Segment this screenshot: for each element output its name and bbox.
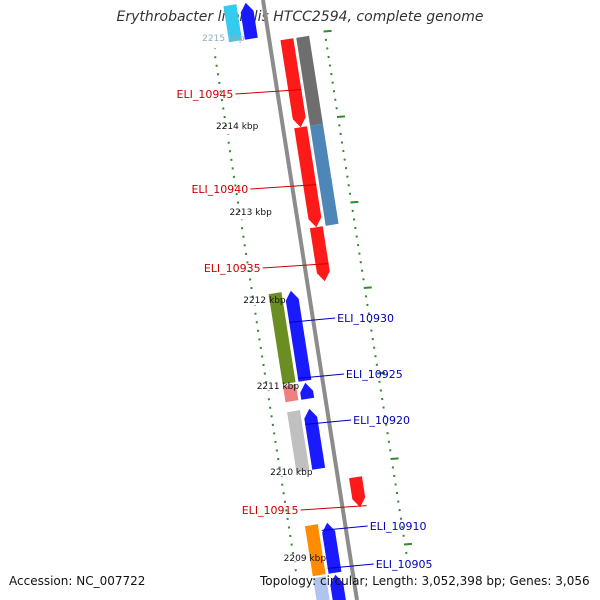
gene-arrow-ELI_10935[interactable]	[309, 226, 330, 282]
major-tick	[350, 200, 359, 204]
gene-arrow-ELI_10940[interactable]	[294, 126, 322, 228]
gene-label-ELI_10910[interactable]: ELI_10910	[370, 520, 427, 533]
genome-backbone	[261, 0, 359, 600]
gene-arrow-ELI_10915[interactable]	[349, 476, 366, 508]
gene-arrow-top[interactable]	[240, 2, 258, 40]
scale-label: 2210 kbp	[270, 468, 313, 478]
label-leader	[300, 505, 367, 511]
label-leader	[250, 184, 317, 190]
gene-label-ELI_10945[interactable]: ELI_10945	[177, 88, 234, 101]
label-leader	[262, 263, 329, 269]
label-leader	[327, 563, 374, 569]
gene-label-ELI_10925[interactable]: ELI_10925	[346, 368, 403, 381]
gene-label-ELI_10915[interactable]: ELI_10915	[242, 504, 299, 517]
scale-label: 2209 kbp	[284, 554, 327, 564]
label-leader	[321, 525, 368, 531]
major-tick	[323, 29, 332, 33]
major-tick	[377, 371, 386, 375]
cog-band-ELI_10925[interactable]	[283, 384, 299, 403]
label-leader	[235, 89, 302, 95]
cog-band-top[interactable]	[223, 4, 242, 43]
cog-band-ELI_10905[interactable]	[313, 576, 330, 600]
scale-label: 2211 kbp	[257, 382, 300, 392]
label-leader	[289, 317, 336, 323]
gene-label-ELI_10940[interactable]: ELI_10940	[191, 183, 248, 196]
gene-arrow-ELI_10905[interactable]	[330, 574, 346, 600]
gene-arrow-ELI_10945[interactable]	[280, 38, 306, 128]
cog-band-ELI_10910[interactable]	[304, 524, 326, 577]
scale-label: 2214 kbp	[216, 122, 259, 132]
gene-label-ELI_10930[interactable]: ELI_10930	[337, 312, 394, 325]
gene-arrow-ELI_10925[interactable]	[300, 382, 315, 400]
scale-label: 2215 kbp	[202, 34, 245, 44]
gene-labels: ELI_10945 ELI_10940 ELI_10935 ELI_10930 ELI_…	[177, 88, 433, 571]
cog-band-ELI_10940[interactable]	[310, 123, 339, 226]
gene-label-ELI_10905[interactable]: ELI_10905	[376, 558, 433, 571]
major-tick	[390, 457, 399, 460]
topology-label: Topology: circular; Length: 3,052,398 bp…	[260, 574, 590, 588]
major-tick	[336, 115, 346, 118]
label-leader	[297, 373, 344, 379]
major-tick	[363, 286, 372, 289]
label-leader	[305, 419, 352, 425]
cog-band-ELI_10930[interactable]	[268, 292, 296, 385]
outer-tick-track	[213, 48, 297, 572]
accession-label: Accession: NC_007722	[9, 574, 146, 588]
gene-arrow-ELI_10910[interactable]	[322, 522, 342, 574]
gene-arrow-ELI_10930[interactable]	[285, 290, 312, 382]
inner-tick-track	[323, 29, 413, 555]
scale-label: 2213 kbp	[229, 208, 272, 218]
major-tick	[403, 542, 413, 546]
cog-band-ELI_10920[interactable]	[287, 410, 310, 473]
scale-label: 2212 kbp	[243, 296, 286, 306]
gene-label-ELI_10935[interactable]: ELI_10935	[204, 262, 261, 275]
cog-band-ELI_10945[interactable]	[296, 35, 323, 126]
gene-label-ELI_10920[interactable]: ELI_10920	[353, 414, 410, 427]
scale-labels: 2215 kbp 2214 kbp 2213 kbp 2212 kbp 2211 kbp…	[202, 34, 326, 564]
genome-title: Erythrobacter litoralis HTCC2594, comple…	[116, 9, 484, 25]
